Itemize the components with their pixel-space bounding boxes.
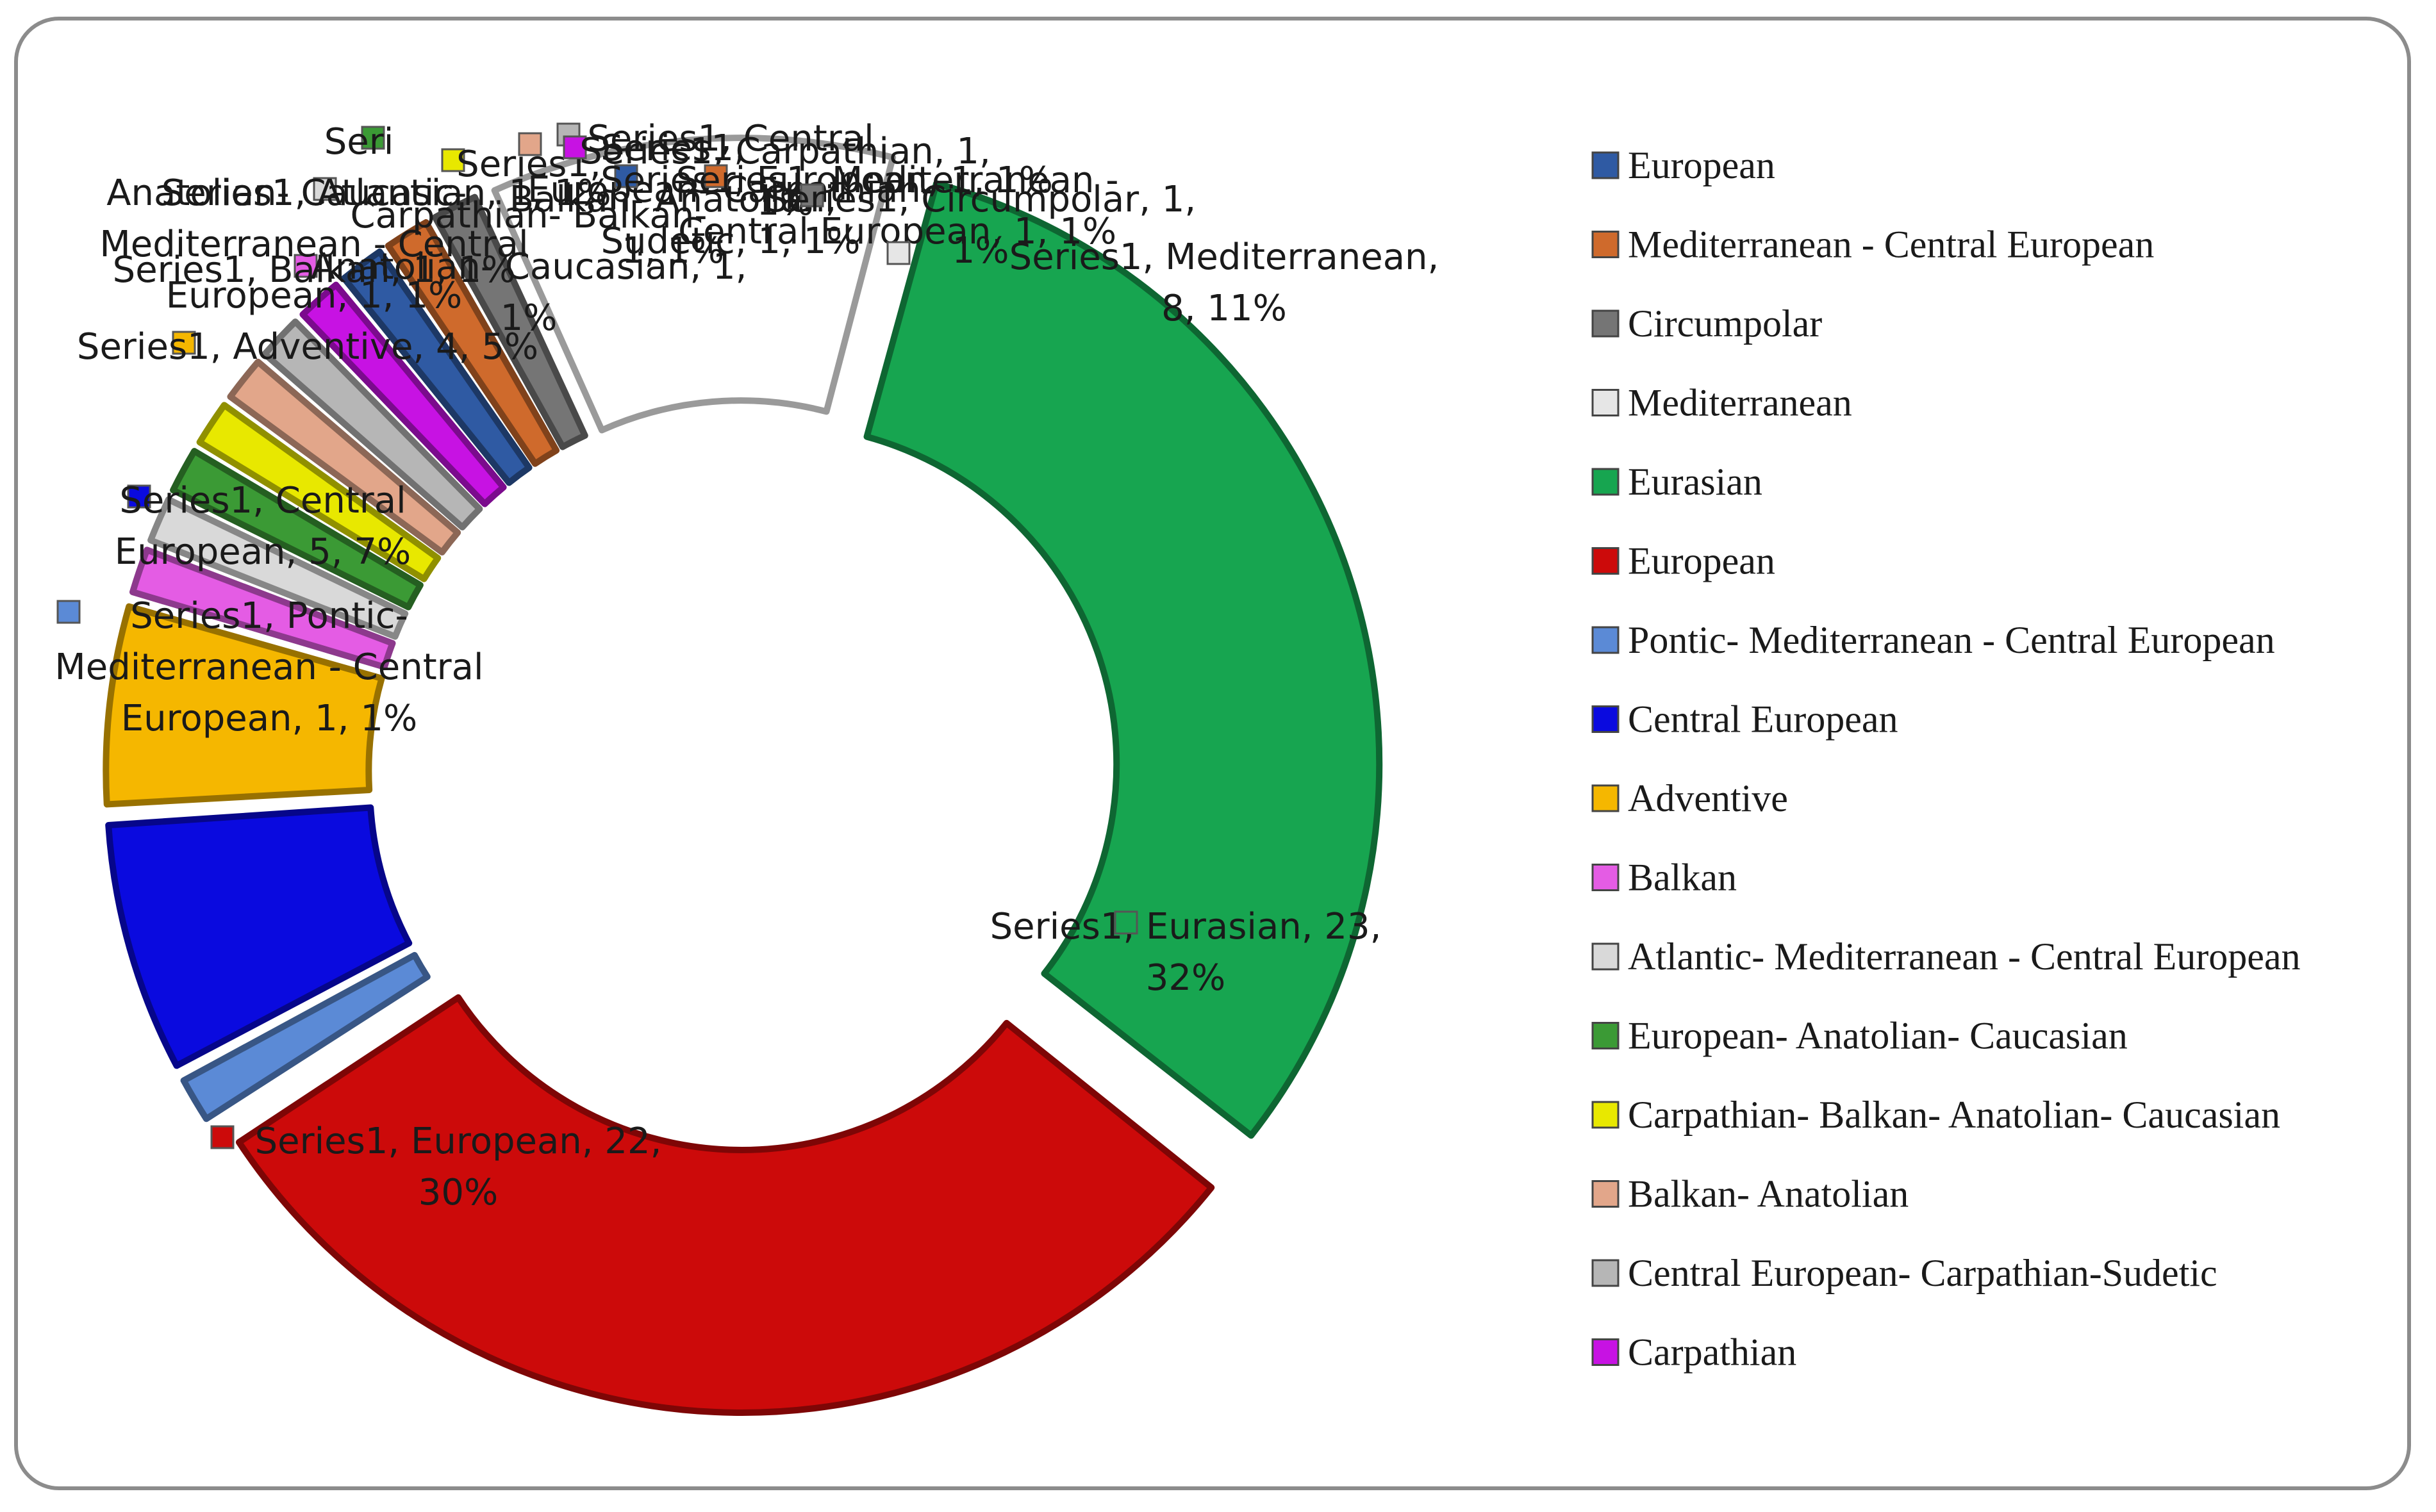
legend-label-4: Mediterranean bbox=[1628, 382, 1852, 424]
data-label-marker-5 bbox=[172, 331, 196, 355]
legend-label-7: Pontic- Mediterranean - Central European bbox=[1628, 619, 2275, 661]
data-label-marker-2 bbox=[210, 1125, 235, 1149]
donut-slice-13 bbox=[340, 248, 533, 486]
data-label-marker-8 bbox=[361, 126, 385, 150]
data-label-marker-14 bbox=[704, 164, 728, 188]
data-label-marker-4 bbox=[127, 484, 151, 509]
donut-slice-12 bbox=[299, 281, 507, 507]
legend-label-9: Adventive bbox=[1628, 777, 1788, 819]
legend-label-6: European bbox=[1628, 540, 1775, 582]
legend-label-11: Atlantic- Mediterranean - Central Europe… bbox=[1628, 935, 2301, 978]
donut-slice-14 bbox=[385, 219, 560, 467]
data-label-marker-10 bbox=[518, 132, 542, 156]
donut-slice-11 bbox=[261, 318, 483, 530]
legend-label-12: European- Anatolian- Caucasian bbox=[1628, 1015, 2128, 1057]
donut-slice-9 bbox=[196, 402, 442, 582]
legend-swatch-6 bbox=[1591, 547, 1620, 575]
data-label-4: Series1, Central European, 5, 7% bbox=[115, 480, 411, 573]
legend-swatch-8 bbox=[1591, 705, 1620, 733]
data-label-5: Series1, Adventive, 4, 5% bbox=[77, 326, 538, 368]
data-label-marker-6 bbox=[294, 254, 318, 278]
slices-layer bbox=[103, 135, 1383, 1416]
data-label-marker-16 bbox=[886, 241, 911, 265]
data-label-marker-9 bbox=[441, 148, 465, 172]
legend-swatch-13 bbox=[1591, 1101, 1620, 1129]
legend-swatch-4 bbox=[1591, 389, 1620, 416]
data-label-2: Series1, European, 22, 30% bbox=[255, 1121, 662, 1213]
legend-label-10: Balkan bbox=[1628, 857, 1737, 899]
legend-swatch-16 bbox=[1591, 1338, 1620, 1366]
data-label-1: Series1, Eurasian, 23, 32% bbox=[990, 906, 1382, 999]
data-label-marker-13 bbox=[614, 164, 638, 188]
data-label-marker-3 bbox=[56, 600, 81, 624]
data-label-8: Seri Anatolian- Caucasian, 1, 1% bbox=[106, 121, 611, 214]
data-label-13: Series1, European, 1, 1% bbox=[601, 160, 1053, 201]
legend: European Mediterranean - Central European… bbox=[1591, 144, 2301, 1374]
legend-swatch-15 bbox=[1591, 1259, 1620, 1287]
legend-swatch-1 bbox=[1591, 151, 1620, 179]
legend-swatch-2 bbox=[1591, 231, 1620, 258]
donut-slice-6 bbox=[129, 546, 396, 671]
data-label-16: Series1, Mediterranean, 8, 11% bbox=[1009, 236, 1439, 329]
legend-swatch-14 bbox=[1591, 1180, 1620, 1208]
legend-swatch-3 bbox=[1591, 309, 1620, 338]
data-label-11: Series1, Central European- Carpathian-Sud… bbox=[527, 118, 934, 262]
donut-slice-3 bbox=[180, 951, 431, 1122]
legend-swatch-9 bbox=[1591, 784, 1620, 812]
data-label-7: Series1, Atlantic-Mediterranean - Centra… bbox=[99, 172, 528, 316]
data-label-marker-7 bbox=[313, 177, 337, 201]
donut-slice-2 bbox=[235, 994, 1215, 1416]
data-label-10: Series1, Balkan- Anatolian, 1, 1% bbox=[510, 127, 837, 272]
legend-label-5: Eurasian bbox=[1628, 461, 1762, 503]
donut-slice-16 bbox=[491, 135, 897, 434]
data-label-6: Series1, Balkan, 1, 1% bbox=[113, 249, 516, 291]
donut-slice-7 bbox=[147, 496, 409, 640]
data-label-marker-15 bbox=[800, 183, 824, 208]
donut-slice-15 bbox=[431, 193, 588, 450]
legend-label-8: Central European bbox=[1628, 698, 1898, 741]
data-label-marker-1 bbox=[1114, 910, 1138, 935]
data-label-3: Series1, Pontic-Mediterranean - Central E… bbox=[54, 595, 483, 739]
donut-slice-5 bbox=[103, 603, 385, 808]
legend-swatch-11 bbox=[1591, 942, 1620, 971]
donut-slice-4 bbox=[105, 804, 413, 1069]
legend-label-14: Balkan- Anatolian bbox=[1628, 1173, 1909, 1215]
legend-swatch-7 bbox=[1591, 626, 1620, 654]
donut-slice-8 bbox=[170, 448, 424, 611]
data-label-15: Series1, Circumpolar, 1, 1% bbox=[765, 179, 1196, 272]
legend-label-15: Central European- Carpathian-Sudetic bbox=[1628, 1252, 2217, 1294]
legend-label-13: Carpathian- Balkan- Anatolian- Caucasian bbox=[1628, 1094, 2280, 1136]
legend-label-2: Mediterranean - Central European bbox=[1628, 224, 2154, 266]
legend-swatch-12 bbox=[1591, 1022, 1620, 1049]
legend-swatch-10 bbox=[1591, 864, 1620, 891]
donut-slice-10 bbox=[227, 358, 461, 555]
data-label-marker-12 bbox=[563, 135, 587, 160]
legend-label-16: Carpathian bbox=[1628, 1331, 1796, 1374]
legend-label-1: European bbox=[1628, 144, 1775, 186]
legend-swatch-5 bbox=[1591, 468, 1620, 496]
data-label-14: Series1, Mediterranean -Central European… bbox=[676, 160, 1119, 252]
donut-slice-1 bbox=[863, 180, 1383, 1139]
legend-label-3: Circumpolar bbox=[1628, 302, 1822, 345]
data-labels-layer: Series1, Eurasian, 23, 32% Series1, Europe… bbox=[54, 118, 1439, 1213]
